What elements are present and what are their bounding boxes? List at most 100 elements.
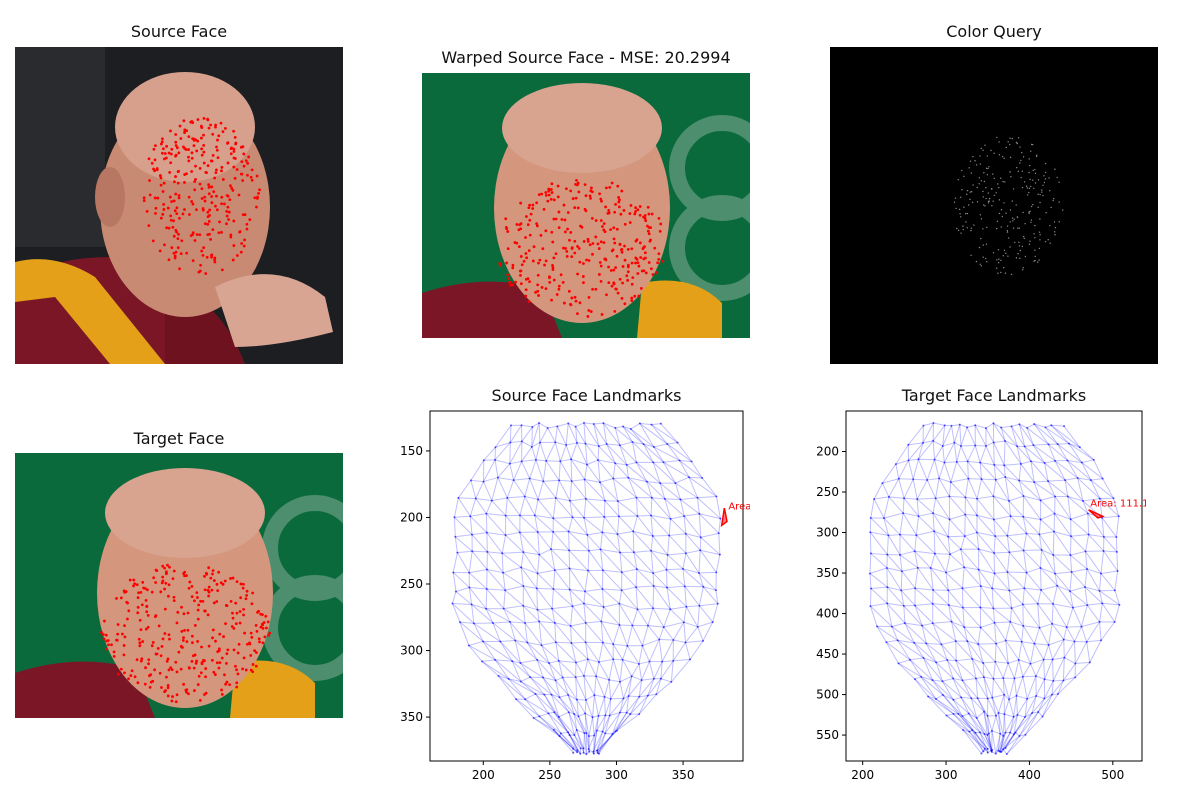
landmark-dot xyxy=(626,270,630,274)
landmark-dot xyxy=(250,168,254,172)
landmark-dot xyxy=(992,200,994,202)
landmark-dot xyxy=(578,260,582,264)
landmark-dot xyxy=(630,282,634,286)
landmark-dot xyxy=(166,563,169,567)
landmark-dot xyxy=(637,264,641,268)
landmark-dot xyxy=(587,259,591,262)
landmark-dot xyxy=(519,282,523,286)
x-tick-label: 300 xyxy=(605,768,628,782)
landmark-dot xyxy=(970,190,973,193)
landmark-dot xyxy=(1017,253,1019,255)
landmark-dot xyxy=(644,271,648,275)
landmark-dot xyxy=(241,213,245,217)
landmark-dot xyxy=(200,147,204,151)
landmark-dot xyxy=(557,226,561,230)
landmark-dot xyxy=(177,196,181,200)
landmark-dot xyxy=(204,272,208,275)
landmark-dot xyxy=(127,677,130,681)
landmark-dot xyxy=(1030,219,1033,221)
landmark-dot xyxy=(240,160,244,164)
landmark-dot xyxy=(220,692,224,696)
landmark-dot xyxy=(616,291,620,295)
landmark-dot xyxy=(620,250,624,254)
landmark-dot xyxy=(535,224,539,228)
landmark-dot xyxy=(550,191,554,194)
landmark-dot xyxy=(169,666,173,670)
landmark-dot xyxy=(996,259,998,261)
landmark-dot xyxy=(1034,172,1037,175)
landmark-dot xyxy=(231,576,235,580)
landmark-dot xyxy=(1029,240,1031,242)
x-tick-label: 300 xyxy=(935,768,958,782)
landmark-dot xyxy=(965,213,967,215)
landmark-dot xyxy=(640,269,644,273)
landmark-dot xyxy=(132,578,136,582)
landmark-dot xyxy=(591,287,594,291)
landmark-dot xyxy=(1016,216,1019,219)
landmark-dot xyxy=(612,282,616,286)
landmark-dot xyxy=(1017,137,1020,139)
landmark-dot xyxy=(160,140,164,144)
landmark-dot xyxy=(175,206,179,210)
landmark-dot xyxy=(163,690,166,694)
landmark-dot xyxy=(1043,181,1046,184)
landmark-dot xyxy=(988,166,990,168)
landmark-dot xyxy=(221,178,225,181)
landmark-dot xyxy=(986,260,988,263)
landmark-dot xyxy=(603,230,607,234)
landmark-dot xyxy=(519,227,523,231)
landmark-dot xyxy=(170,668,174,672)
landmark-dot xyxy=(193,180,197,183)
area-annotation: Area: 4.0173 xyxy=(728,501,750,512)
landmark-dot xyxy=(982,204,985,206)
landmark-dot xyxy=(174,660,178,664)
landmark-dot xyxy=(169,214,173,218)
landmark-dot xyxy=(634,261,637,265)
landmark-dot xyxy=(997,249,1000,251)
landmark-dot xyxy=(980,180,983,182)
landmark-dot xyxy=(145,209,149,213)
landmark-dot xyxy=(969,191,971,193)
landmark-dot xyxy=(248,642,252,646)
source-landmark-dots xyxy=(142,116,261,275)
landmark-dot xyxy=(167,583,171,587)
landmark-dot xyxy=(1009,209,1012,211)
landmark-dot xyxy=(187,195,191,199)
landmark-dot xyxy=(616,184,620,188)
landmark-dot xyxy=(531,259,535,263)
landmark-dot xyxy=(152,167,155,171)
landmark-dot xyxy=(105,647,108,651)
landmark-dot xyxy=(609,269,613,272)
landmark-dot xyxy=(224,622,227,626)
landmark-dot xyxy=(245,227,249,231)
landmark-dot xyxy=(1037,179,1040,181)
landmark-dot xyxy=(152,147,156,151)
landmark-dot xyxy=(191,641,194,645)
landmark-dot xyxy=(150,161,154,165)
landmark-dot xyxy=(202,150,206,154)
landmark-dot xyxy=(622,209,626,212)
landmark-dot xyxy=(643,251,647,255)
landmark-dot xyxy=(1044,241,1047,243)
landmark-dot xyxy=(207,594,211,598)
landmark-dot xyxy=(586,237,590,241)
landmark-dot xyxy=(1018,245,1021,247)
landmark-dot xyxy=(536,283,540,287)
landmark-dot xyxy=(1039,193,1041,196)
landmark-dot xyxy=(1032,143,1034,146)
landmark-dot xyxy=(1002,180,1004,183)
landmark-dot xyxy=(565,254,569,258)
landmark-dot xyxy=(233,136,237,139)
landmark-dot xyxy=(235,668,238,672)
landmark-dot xyxy=(1044,162,1047,165)
landmark-dot xyxy=(987,192,990,194)
landmark-dot xyxy=(243,238,246,242)
landmark-dot xyxy=(629,204,633,207)
landmark-dot xyxy=(984,205,986,207)
landmark-dot xyxy=(195,208,198,212)
landmark-dot xyxy=(132,584,135,588)
landmark-dot xyxy=(639,256,643,259)
landmark-dot xyxy=(160,686,163,689)
landmark-dot xyxy=(130,669,134,673)
landmark-dot xyxy=(187,155,190,159)
